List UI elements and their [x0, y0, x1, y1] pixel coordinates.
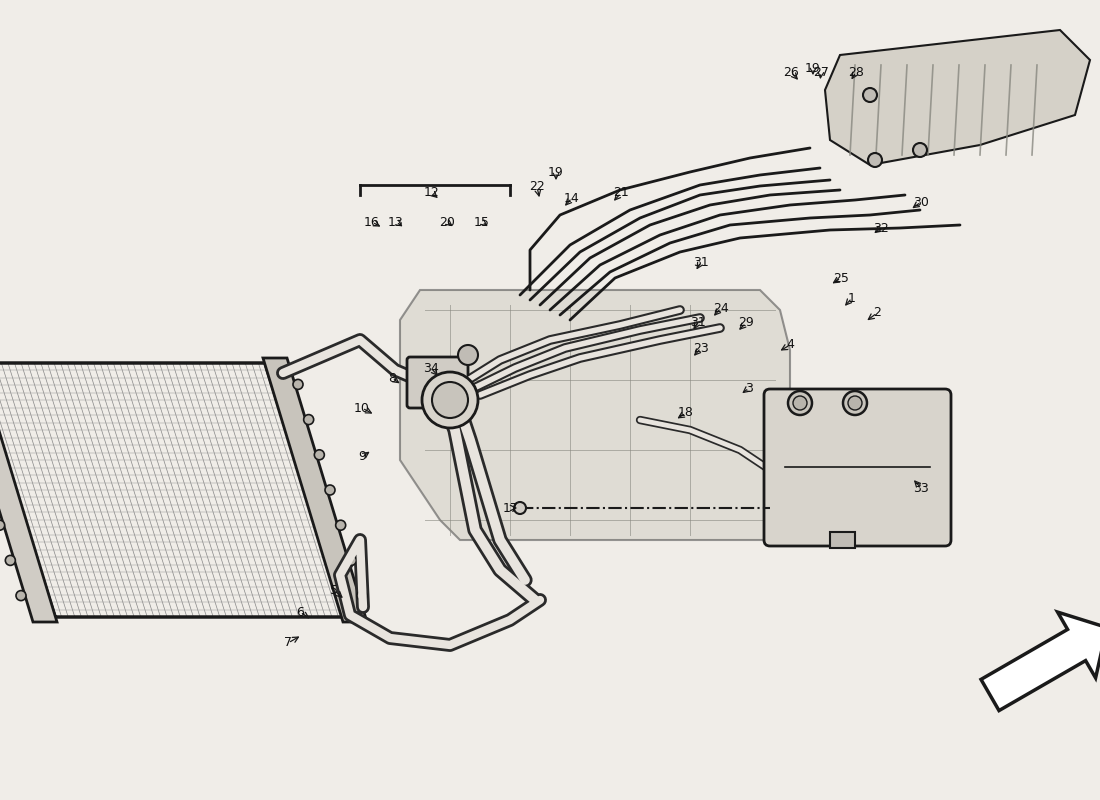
Circle shape: [346, 555, 356, 566]
Circle shape: [868, 153, 882, 167]
Text: 23: 23: [693, 342, 708, 354]
Circle shape: [358, 590, 367, 601]
Text: 32: 32: [873, 222, 889, 234]
Circle shape: [6, 555, 15, 566]
FancyBboxPatch shape: [764, 389, 952, 546]
Text: 31: 31: [693, 255, 708, 269]
Text: 2: 2: [873, 306, 881, 319]
FancyBboxPatch shape: [407, 357, 468, 408]
Circle shape: [324, 485, 336, 495]
Circle shape: [16, 590, 26, 601]
Text: 14: 14: [564, 191, 580, 205]
Circle shape: [913, 143, 927, 157]
Circle shape: [304, 414, 313, 425]
Text: 19: 19: [805, 62, 821, 74]
Circle shape: [848, 396, 862, 410]
Text: 30: 30: [913, 195, 928, 209]
Circle shape: [793, 396, 807, 410]
Text: 5: 5: [330, 583, 338, 597]
Polygon shape: [263, 358, 367, 622]
Text: 19: 19: [548, 166, 564, 178]
Text: 25: 25: [833, 271, 849, 285]
Circle shape: [315, 450, 324, 460]
Circle shape: [788, 391, 812, 415]
Text: 1: 1: [848, 291, 856, 305]
Text: 4: 4: [786, 338, 794, 351]
Circle shape: [458, 345, 478, 365]
Text: 16: 16: [364, 215, 380, 229]
Circle shape: [864, 88, 877, 102]
Text: 15: 15: [474, 215, 490, 229]
Text: 17: 17: [503, 502, 519, 514]
Polygon shape: [400, 290, 790, 540]
Text: 18: 18: [678, 406, 694, 419]
Text: 24: 24: [713, 302, 729, 314]
Text: 6: 6: [296, 606, 304, 618]
Text: 9: 9: [359, 450, 366, 463]
Circle shape: [0, 520, 4, 530]
Polygon shape: [981, 612, 1100, 710]
Text: 27: 27: [813, 66, 829, 78]
Text: 34: 34: [424, 362, 439, 374]
Circle shape: [843, 391, 867, 415]
Text: 7: 7: [284, 637, 292, 650]
Text: 20: 20: [439, 215, 455, 229]
Text: 8: 8: [388, 371, 396, 385]
Text: 26: 26: [783, 66, 799, 78]
Circle shape: [432, 382, 468, 418]
Text: 33: 33: [913, 482, 928, 494]
Circle shape: [422, 372, 478, 428]
Text: 31: 31: [690, 315, 706, 329]
Text: 10: 10: [354, 402, 370, 414]
Circle shape: [514, 502, 526, 514]
Text: 12: 12: [425, 186, 440, 199]
Polygon shape: [0, 358, 57, 622]
Circle shape: [336, 520, 345, 530]
Text: 29: 29: [738, 317, 754, 330]
Bar: [830, 532, 855, 548]
Text: 13: 13: [388, 215, 404, 229]
Text: 21: 21: [613, 186, 629, 199]
Circle shape: [293, 379, 303, 390]
Polygon shape: [825, 30, 1090, 165]
Text: 3: 3: [745, 382, 752, 394]
Text: 28: 28: [848, 66, 864, 78]
Text: 22: 22: [529, 181, 544, 194]
